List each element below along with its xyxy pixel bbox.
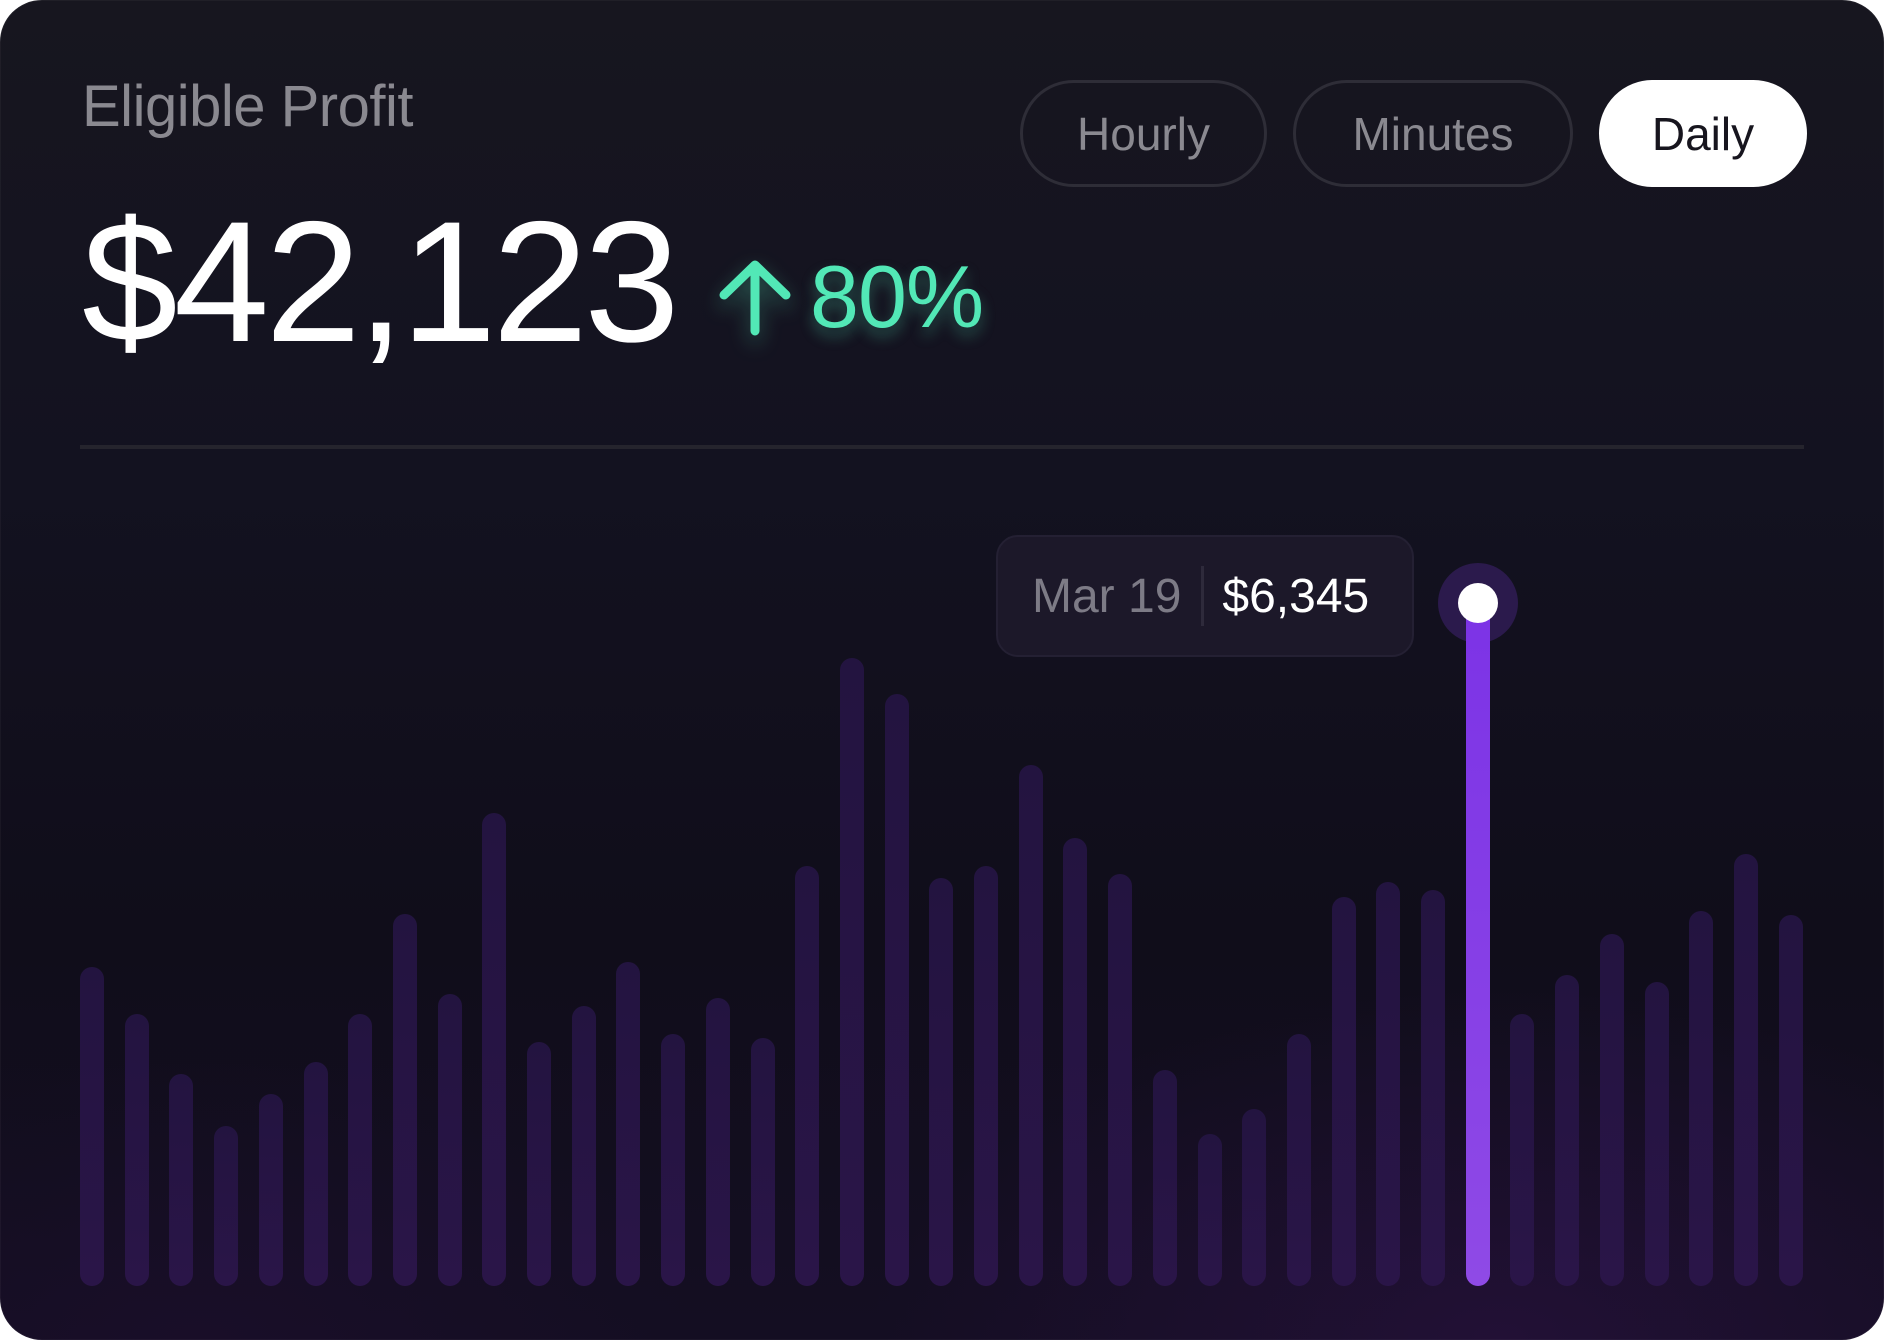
chart-bar[interactable] <box>1376 882 1400 1286</box>
chart-bar[interactable] <box>706 998 730 1286</box>
chart-bar[interactable] <box>795 866 819 1286</box>
chart-bar[interactable] <box>169 1074 193 1286</box>
tab-hourly[interactable]: Hourly <box>1020 80 1267 187</box>
chart-bar[interactable] <box>1019 765 1043 1286</box>
chart-bar[interactable] <box>304 1062 328 1286</box>
chart-bar[interactable] <box>661 1034 685 1286</box>
change-indicator: 80% <box>716 247 984 346</box>
tooltip-amount: $6,345 <box>1222 569 1370 623</box>
change-percent: 80% <box>810 247 984 346</box>
chart-bar[interactable] <box>1555 975 1579 1286</box>
chart-bar[interactable] <box>974 866 998 1286</box>
chart-bar[interactable] <box>438 994 462 1286</box>
highlight-dot[interactable] <box>1458 583 1498 623</box>
chart-bar[interactable] <box>527 1042 551 1286</box>
chart-bar[interactable] <box>1510 1014 1534 1286</box>
tab-minutes[interactable]: Minutes <box>1293 80 1573 187</box>
tab-daily[interactable]: Daily <box>1599 80 1807 187</box>
chart-bar[interactable] <box>1600 934 1624 1286</box>
chart-bar[interactable] <box>1153 1070 1177 1286</box>
chart-bar[interactable] <box>1645 982 1669 1286</box>
chart-bar[interactable] <box>1063 838 1087 1286</box>
chart-bar[interactable] <box>751 1038 775 1286</box>
chart-bar[interactable] <box>1734 854 1758 1286</box>
chart-bar[interactable] <box>214 1126 238 1286</box>
chart-bar[interactable] <box>616 962 640 1286</box>
tooltip-separator <box>1201 566 1205 626</box>
chart-bar[interactable] <box>1332 897 1356 1286</box>
chart-bar[interactable] <box>1287 1034 1311 1286</box>
chart-bar[interactable] <box>1198 1134 1222 1286</box>
chart-bar[interactable] <box>1421 890 1445 1286</box>
chart-bar[interactable] <box>840 658 864 1286</box>
chart-bar[interactable] <box>1108 874 1132 1286</box>
divider <box>80 445 1804 449</box>
tooltip-date: Mar 19 <box>1032 569 1182 623</box>
timeframe-tabs: Hourly Minutes Daily <box>1020 80 1807 187</box>
chart-bar-active[interactable] <box>1466 603 1490 1286</box>
chart-bar[interactable] <box>348 1014 372 1286</box>
chart-bar[interactable] <box>482 813 506 1286</box>
profit-total-value: $42,123 <box>82 186 680 378</box>
chart-bar[interactable] <box>1689 911 1713 1286</box>
card-title: Eligible Profit <box>82 74 413 139</box>
chart-bar[interactable] <box>1779 915 1803 1286</box>
chart-bar[interactable] <box>259 1094 283 1286</box>
chart-bar[interactable] <box>1242 1109 1266 1286</box>
chart-bar[interactable] <box>80 967 104 1286</box>
chart-tooltip: Mar 19 $6,345 <box>996 535 1414 657</box>
arrow-up-icon <box>719 260 791 336</box>
chart-bar[interactable] <box>885 694 909 1286</box>
chart-bar[interactable] <box>572 1006 596 1286</box>
chart-bar[interactable] <box>929 878 953 1286</box>
chart-bar[interactable] <box>393 914 417 1286</box>
chart-bar[interactable] <box>125 1014 149 1286</box>
